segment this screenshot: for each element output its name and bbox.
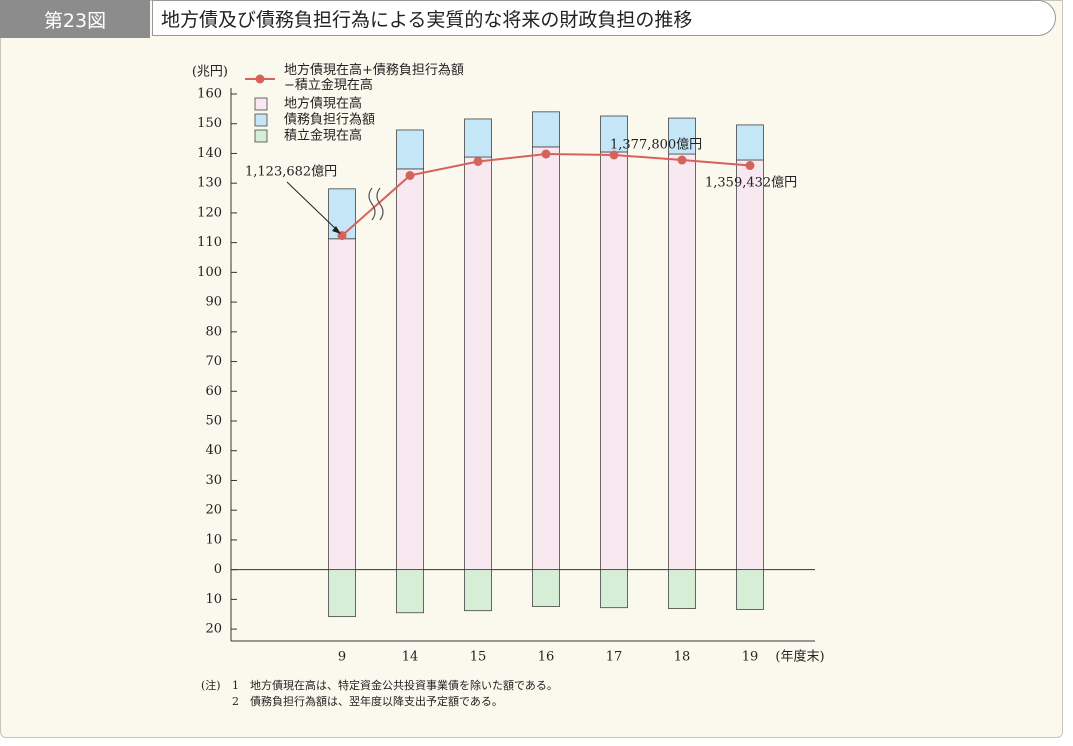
line-point [677,155,687,165]
legend-label: 積立金現在高 [284,128,362,144]
bar [464,569,492,612]
legend-label: 地方債現在高+債務負担行為額−積立金現在高 [284,63,464,93]
legend-label: 債務負担行為額 [284,112,375,128]
bar [736,569,764,610]
figure-number: 第23図 [0,0,150,38]
y-tick-label: 40 [205,443,222,458]
bar [668,117,696,155]
bar [736,159,764,571]
legend-swatch [254,129,268,143]
y-tick-label: 10 [205,532,222,547]
x-axis-label: (年度末) [775,649,824,665]
y-tick-label: 120 [197,205,222,220]
legend-swatch [254,113,268,127]
y-tick-label: 150 [197,116,222,131]
y-tick-label: 20 [205,622,222,637]
line-point [473,156,483,166]
y-unit: (兆円) [192,65,228,80]
break-mark [368,187,384,221]
bar [736,124,764,161]
line-point [405,170,415,180]
data-label: 1,123,682億円 [245,164,337,180]
bar [396,168,424,571]
x-tick-label: 9 [338,650,346,665]
bar [668,153,696,571]
bar [532,569,560,607]
bar [396,129,424,170]
y-tick-label: 10 [205,592,222,607]
arrow-head [332,226,341,234]
x-tick-label: 19 [742,650,759,665]
y-tick-label: 70 [205,354,222,369]
note: 1 地方債現在高は、特定資金公共投資事業債を除いた額である。 [232,679,558,692]
bar [328,569,356,618]
y-tick-label: 60 [205,384,222,399]
y-tick-label: 140 [197,146,222,161]
legend-marker [255,74,265,84]
line-point [745,161,755,171]
bar [532,146,560,571]
legend-label: 地方債現在高 [284,96,362,112]
line-point [609,150,619,160]
bar [600,569,628,609]
legend-swatch [254,97,268,111]
bar [532,111,560,148]
line-point [541,149,551,159]
y-tick-label: 90 [205,295,222,310]
x-tick-label: 17 [606,650,623,665]
figure-title: 地方債及び債務負担行為による実質的な将来の財政負担の推移 [152,0,1056,36]
bar [328,238,356,571]
y-tick-label: 20 [205,503,222,518]
annotation-arrow [286,181,340,233]
bar [396,569,424,614]
y-tick-label: 50 [205,414,222,429]
bar [600,115,628,153]
bar [668,569,696,609]
data-label: 1,359,432億円 [705,175,797,191]
y-tick-label: 30 [205,473,222,488]
y-tick-label: 80 [205,324,222,339]
bar [464,118,492,158]
notes-label: (注) [201,679,221,692]
data-label: 1,377,800億円 [610,137,702,153]
y-tick-label: 160 [197,87,222,102]
bar [464,156,492,571]
y-tick-label: 0 [214,562,222,577]
bar [600,151,628,571]
x-tick-label: 14 [402,650,419,665]
x-tick-label: 15 [470,650,487,665]
x-tick-label: 18 [674,650,691,665]
y-tick-label: 100 [197,265,222,280]
y-tick-label: 110 [197,235,222,250]
note: 2 債務負担行為額は、翌年度以降支出予定額である。 [232,695,503,708]
y-tick-label: 130 [197,176,222,191]
x-tick-label: 16 [538,650,555,665]
